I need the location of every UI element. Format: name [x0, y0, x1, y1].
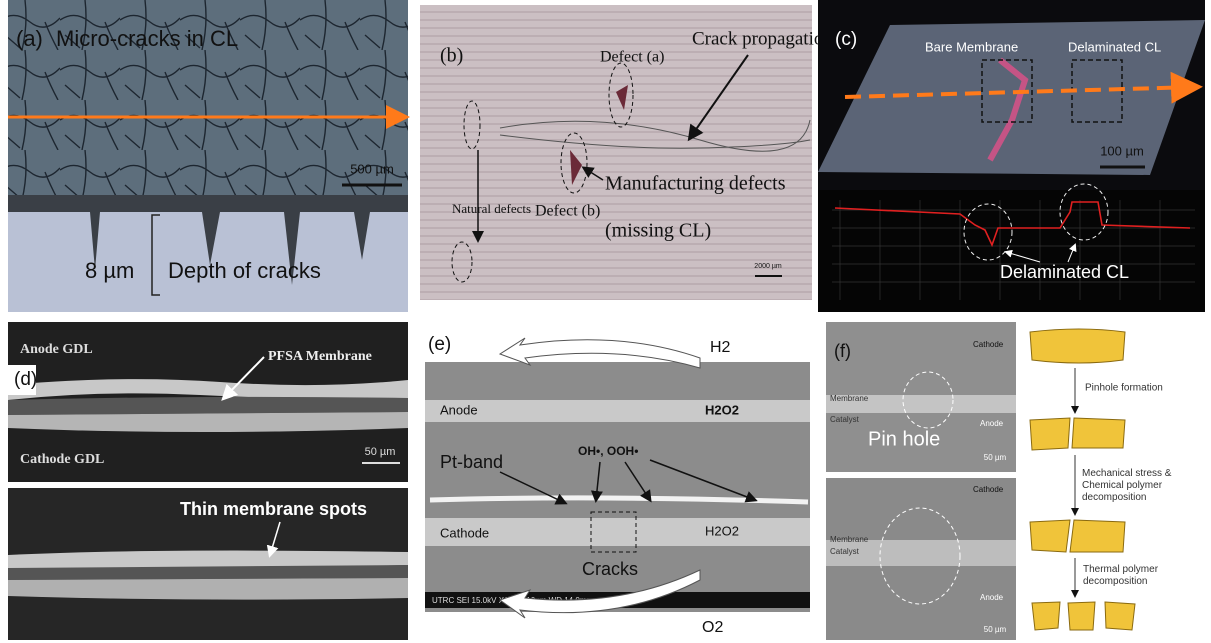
- annotation: Anode GDL: [20, 342, 93, 357]
- membrane-shape: [1030, 418, 1125, 450]
- annotation: Pin hole: [868, 428, 940, 450]
- panel-f: (f) Cathode Membrane Catalyst Anode Pin …: [826, 322, 1172, 640]
- anode-layer: [425, 400, 810, 422]
- annotation: Delaminated CL: [1068, 39, 1161, 54]
- profile-chart: [818, 190, 1205, 312]
- annotation: H2O2: [705, 402, 739, 417]
- panel-d: (d) Anode GDL PFSA Membrane Cathode GDL …: [8, 322, 408, 640]
- annotation: Cathode: [973, 485, 1004, 494]
- annotation: Bare Membrane: [925, 39, 1018, 54]
- panel-label: (e): [428, 334, 451, 355]
- annotation: Crack propagation: [692, 28, 833, 49]
- annotation: Defect (b): [535, 203, 600, 220]
- depth-label: 8 µm: [85, 258, 134, 283]
- annotation: Defect (a): [600, 49, 664, 66]
- membrane-band: [8, 412, 408, 432]
- annotation: Membrane: [830, 394, 869, 403]
- panel-b: (b) Crack propagation Defect (a) Defect …: [420, 5, 833, 300]
- panel-c: (c) Bare Membrane Delaminated CL 100 µm …: [818, 0, 1205, 312]
- scale-label: 50 µm: [984, 453, 1007, 462]
- scale-label: 100 µm: [1100, 143, 1144, 158]
- annotation: Catalyst: [830, 415, 860, 424]
- annotation: Delaminated CL: [1000, 262, 1129, 282]
- annotation: Thin membrane spots: [180, 499, 367, 519]
- annotation: H2O2: [705, 523, 739, 538]
- panel-label: (a): [16, 26, 43, 51]
- panel-a: (a) Micro-cracks in CL 500 µm 8 µm Depth…: [8, 0, 408, 312]
- scale-label: 2000 µm: [754, 263, 782, 270]
- scale-label: 500 µm: [350, 161, 394, 176]
- annotation: Pt-band: [440, 452, 503, 472]
- annotation: OH•, OOH•: [578, 444, 638, 458]
- membrane-shape: [1030, 329, 1125, 363]
- annotation: Cathode GDL: [20, 452, 104, 467]
- annotation: Anode: [980, 419, 1004, 428]
- layer: [8, 397, 408, 415]
- panel-title: Micro-cracks in CL: [56, 26, 238, 51]
- annotation: Manufacturing defects: [605, 173, 786, 195]
- annotation: Membrane: [830, 535, 869, 544]
- annotation: O2: [702, 619, 723, 636]
- annotation: Catalyst: [830, 547, 860, 556]
- panel-label: (b): [440, 45, 463, 67]
- panel-label: (c): [835, 29, 857, 50]
- annotation: Cathode: [440, 525, 489, 540]
- caption: Depth of cracks: [168, 258, 321, 283]
- scale-label: 50 µm: [365, 446, 396, 458]
- membrane-shape: [1032, 602, 1135, 630]
- annotation: Anode: [440, 402, 478, 417]
- annotation: Cathode: [973, 340, 1004, 349]
- figure: (a) Micro-cracks in CL 500 µm 8 µm Depth…: [0, 0, 1211, 643]
- annotation: PFSA Membrane: [268, 349, 372, 364]
- panel-label: (d): [14, 369, 37, 390]
- membrane-shape: [1030, 520, 1125, 552]
- flow-step: Pinhole formation: [1085, 383, 1163, 394]
- annotation: (missing CL): [605, 220, 711, 242]
- annotation: H2: [710, 339, 731, 356]
- panel-label: (f): [834, 341, 851, 361]
- scale-label: 50 µm: [984, 625, 1007, 634]
- annotation: Cracks: [582, 559, 638, 579]
- annotation: Natural defects: [452, 201, 531, 216]
- panel-e: UTRC SEI 15.0kV X1,000 10µm WD 14.0mm (e…: [425, 334, 810, 636]
- membrane-band: [8, 578, 408, 600]
- annotation: Anode: [980, 593, 1004, 602]
